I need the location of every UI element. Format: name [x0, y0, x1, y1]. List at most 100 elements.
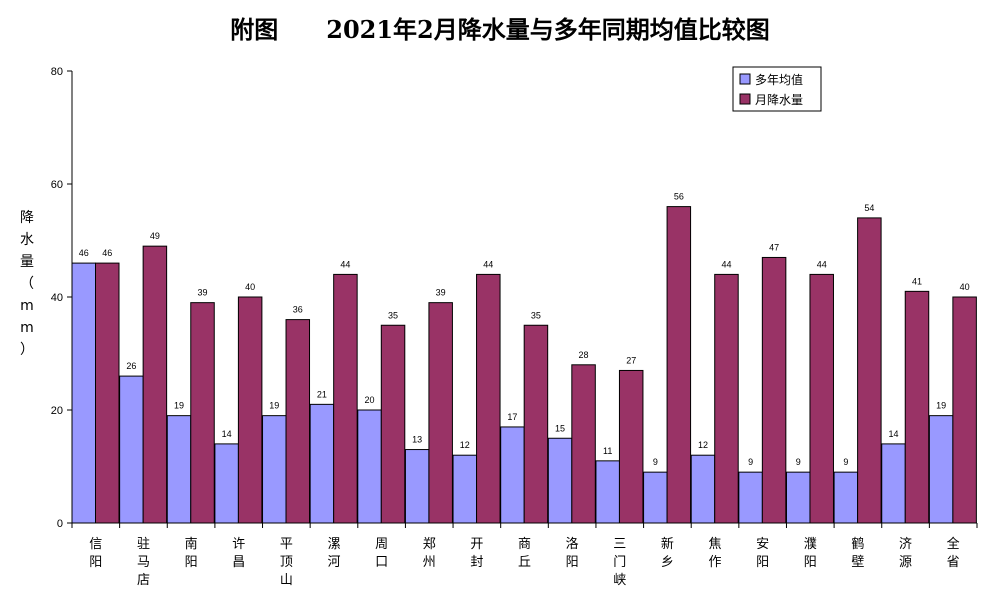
- category-label: 信阳: [89, 537, 102, 570]
- y-tick-label: 40: [51, 292, 63, 304]
- category-label: 焦作: [709, 537, 722, 570]
- bar-average: [357, 409, 382, 524]
- category-label: 驻马店: [137, 537, 150, 588]
- bar-monthly: [190, 302, 215, 524]
- bar-average: [262, 415, 287, 524]
- data-label: 11: [603, 446, 612, 456]
- category-label: 鹤壁: [851, 536, 864, 570]
- bar-average: [547, 437, 573, 524]
- data-label: 44: [340, 259, 350, 269]
- bar-monthly: [952, 296, 977, 524]
- bar-average: [833, 471, 859, 524]
- category-label: 南阳: [185, 536, 198, 570]
- bar-average: [643, 471, 668, 524]
- category-label: 濮阳: [804, 537, 817, 570]
- y-axis-label: 降水量（ m m）: [20, 210, 34, 358]
- data-label: 40: [960, 282, 970, 292]
- bar-monthly: [761, 256, 787, 524]
- data-label: 20: [365, 395, 375, 405]
- data-label: 56: [674, 192, 684, 202]
- bar-monthly: [571, 364, 596, 524]
- data-label: 26: [126, 361, 136, 371]
- data-label: 19: [936, 401, 946, 411]
- bar-monthly: [285, 319, 311, 524]
- y-tick-label: 0: [57, 518, 63, 530]
- legend-swatch: [739, 73, 751, 85]
- bar-monthly: [714, 273, 739, 524]
- bar-average: [71, 262, 96, 524]
- category-label: 开封: [470, 537, 483, 570]
- data-label: 36: [293, 305, 303, 315]
- bar-monthly: [95, 262, 120, 524]
- category-label: 平顶山: [280, 537, 293, 588]
- data-label: 19: [174, 401, 184, 411]
- bar-monthly: [476, 273, 501, 524]
- category-label: 全省: [947, 536, 960, 570]
- bar-average: [500, 426, 525, 524]
- data-label: 39: [436, 288, 446, 298]
- data-label: 44: [721, 259, 731, 269]
- bar-average: [785, 471, 811, 524]
- data-label: 47: [769, 242, 779, 252]
- bar-average: [881, 443, 906, 524]
- data-label: 9: [653, 457, 658, 467]
- bar-average: [690, 454, 716, 524]
- axes: 0 20 40 60 80 信阳 驻马店 南阳 许昌 平顶山 漯河 周口 郑州 开封 商丘 洛阳 三门峡 新乡 焦作…: [51, 66, 978, 588]
- data-label: 54: [864, 203, 874, 213]
- y-tick-label: 20: [51, 405, 63, 417]
- data-label: 9: [748, 457, 753, 467]
- data-label: 12: [698, 440, 708, 450]
- data-label: 28: [579, 350, 589, 360]
- bar-average: [404, 449, 430, 524]
- data-label: 15: [555, 423, 565, 433]
- data-label: 9: [843, 457, 848, 467]
- data-label: 40: [245, 282, 255, 292]
- data-label: 44: [483, 259, 493, 269]
- bar-average: [166, 415, 192, 524]
- category-label: 商丘: [518, 537, 531, 570]
- data-label: 17: [507, 412, 517, 422]
- data-label: 46: [79, 248, 89, 258]
- bar-monthly: [237, 296, 263, 524]
- data-label: 13: [412, 435, 422, 445]
- data-label: 41: [912, 276, 922, 286]
- data-label: 39: [198, 288, 208, 298]
- chart-title: 附图 2021年2月降水量与多年同期均值比较图: [230, 15, 770, 44]
- bar-monthly: [666, 206, 692, 524]
- bar-average: [119, 375, 144, 524]
- bar-average: [214, 443, 239, 524]
- bar-monthly: [380, 324, 406, 524]
- bar-monthly: [857, 217, 882, 524]
- data-label: 19: [269, 401, 279, 411]
- data-label: 35: [531, 310, 541, 320]
- data-label: 21: [317, 389, 327, 399]
- category-label: 新乡: [661, 536, 674, 570]
- y-axis-title: 降水量（ m m）: [20, 210, 34, 358]
- bar-monthly: [618, 369, 644, 524]
- bar-average: [595, 460, 620, 524]
- category-label: 三门峡: [613, 537, 626, 588]
- bar-monthly: [142, 245, 168, 524]
- bars: 46 26 19 14 19 21 20 13 12 17 15 11 9 12 9 9 9 14 19 46 49 39…: [71, 192, 977, 524]
- data-label: 14: [222, 429, 232, 439]
- data-label: 46: [102, 248, 112, 258]
- bar-monthly: [809, 273, 834, 524]
- bar-average: [452, 454, 478, 524]
- data-label: 14: [888, 429, 898, 439]
- bar-monthly: [904, 290, 930, 524]
- data-label: 9: [796, 457, 801, 467]
- category-label: 安阳: [756, 537, 769, 570]
- data-label: 12: [460, 440, 470, 450]
- category-label: 洛阳: [566, 537, 579, 570]
- legend-label: 月降水量: [755, 93, 803, 107]
- bar-monthly: [333, 273, 358, 524]
- category-label: 郑州: [423, 537, 436, 570]
- bar-average: [309, 403, 335, 524]
- data-label: 49: [150, 231, 160, 241]
- data-label: 44: [817, 259, 827, 269]
- bar-monthly: [523, 324, 549, 524]
- legend-swatch: [739, 93, 751, 105]
- category-label: 许昌: [232, 537, 245, 570]
